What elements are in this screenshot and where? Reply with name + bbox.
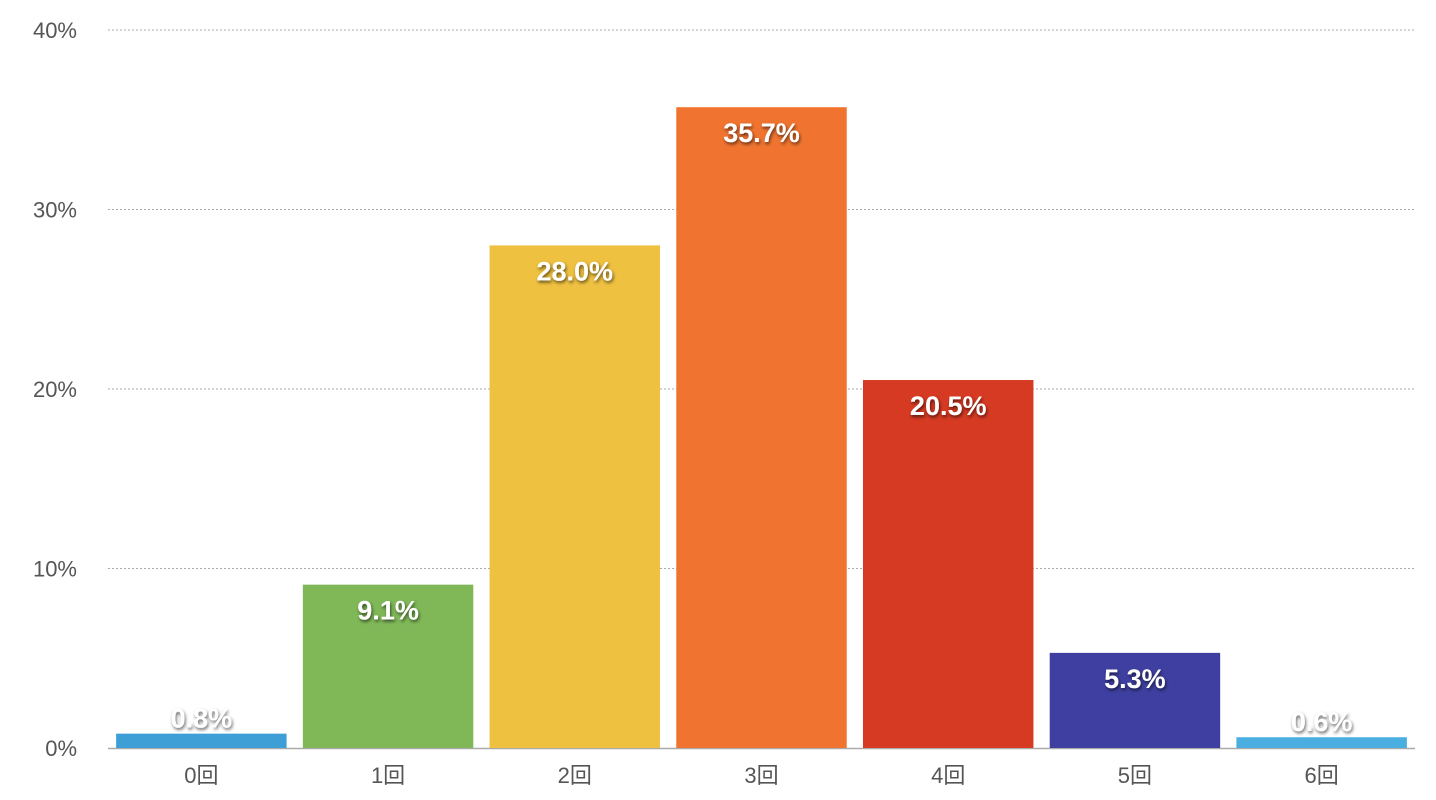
x-tick-label: 6回 xyxy=(1305,763,1339,788)
data-label: 5.3% xyxy=(1104,664,1166,694)
bar-6 xyxy=(1236,737,1407,748)
bar-1 xyxy=(302,584,474,748)
bar-2 xyxy=(489,245,661,748)
data-label: 28.0% xyxy=(537,256,614,286)
bar-3 xyxy=(676,107,847,748)
x-tick-label: 1回 xyxy=(371,763,405,788)
x-tick-label: 0回 xyxy=(184,763,218,788)
x-tick-label: 5回 xyxy=(1118,763,1152,788)
data-label: 0.6% xyxy=(1291,707,1353,737)
y-tick-label: 20% xyxy=(33,377,77,402)
y-tick-label: 30% xyxy=(33,198,77,223)
x-tick-label: 3回 xyxy=(744,763,778,788)
bar-4 xyxy=(862,380,1034,748)
x-tick-label: 4回 xyxy=(931,763,965,788)
bar-0 xyxy=(116,733,287,748)
data-label: 9.1% xyxy=(357,596,419,626)
data-label: 20.5% xyxy=(910,391,987,421)
x-tick-label: 2回 xyxy=(558,763,592,788)
data-label: 35.7% xyxy=(723,118,800,148)
y-tick-label: 40% xyxy=(33,18,77,43)
bar-5 xyxy=(1049,652,1221,748)
y-tick-label: 10% xyxy=(33,557,77,582)
y-tick-label: 0% xyxy=(45,736,77,761)
data-label: 0.8% xyxy=(171,704,233,734)
